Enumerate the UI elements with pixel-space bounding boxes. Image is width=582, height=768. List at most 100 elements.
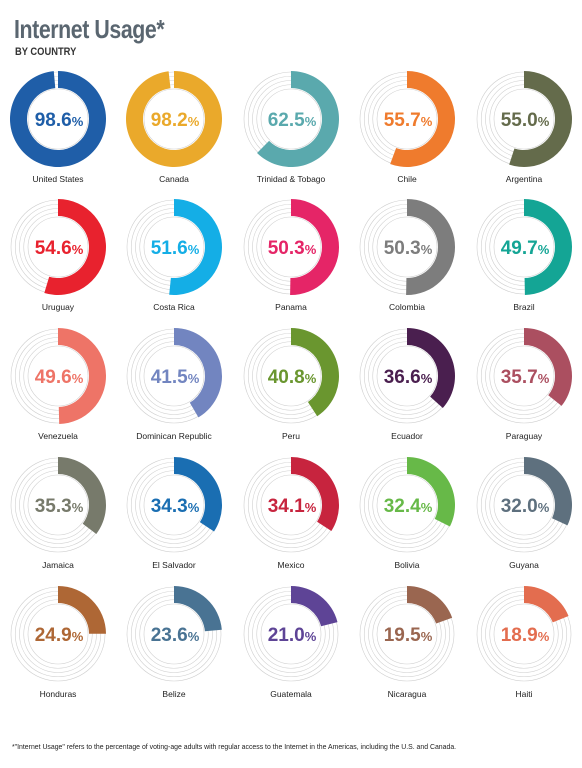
- donut-el-salvador: 34.3% El Salvador: [119, 456, 229, 576]
- country-label: Mexico: [277, 560, 305, 570]
- page-title: Internet Usage*: [14, 14, 165, 44]
- donut-svg: 41.5%: [126, 328, 222, 424]
- country-label: Colombia: [389, 302, 425, 312]
- country-label: Guatemala: [270, 689, 312, 699]
- donut-peru: 40.8% Peru: [236, 327, 346, 447]
- donut-svg: 35.7%: [476, 328, 572, 424]
- donut-dominican-republic: 41.5% Dominican Republic: [119, 327, 229, 447]
- donut-honduras: 24.9% Honduras: [3, 585, 113, 705]
- guide-ring: [376, 603, 438, 665]
- value-arc: [257, 71, 339, 167]
- value-arc: [407, 586, 453, 624]
- country-label: Canada: [159, 174, 189, 184]
- guide-ring: [376, 345, 438, 407]
- guide-ring: [376, 88, 438, 150]
- guide-ring: [27, 603, 89, 665]
- donut-svg: 55.7%: [359, 71, 456, 167]
- donut-canada: 98.2% Canada: [119, 70, 229, 190]
- guide-ring: [27, 216, 89, 278]
- page-subtitle: BY COUNTRY: [15, 46, 77, 58]
- guide-ring: [376, 216, 438, 278]
- guide-ring: [376, 474, 438, 536]
- donut-guyana: 32.0% Guyana: [469, 456, 579, 576]
- donut-svg: 50.3%: [359, 199, 456, 295]
- value-label: 35.3%: [35, 496, 84, 517]
- guide-ring: [143, 88, 205, 150]
- donut-united-states: 98.6% United States: [3, 70, 113, 190]
- donut-jamaica: 35.3% Jamaica: [3, 456, 113, 576]
- value-label: 49.7%: [501, 238, 550, 259]
- guide-ring: [493, 474, 555, 536]
- value-arc: [509, 71, 572, 167]
- value-label: 19.5%: [384, 625, 433, 646]
- guide-ring: [493, 216, 555, 278]
- value-label: 32.4%: [384, 496, 433, 517]
- value-label: 50.3%: [268, 238, 317, 259]
- guide-ring: [260, 216, 322, 278]
- donut-chile: 55.7% Chile: [352, 70, 462, 190]
- donut-uruguay: 54.6% Uruguay: [3, 198, 113, 318]
- donut-svg: 32.0%: [476, 457, 572, 553]
- donut-nicaragua: 19.5% Nicaragua: [352, 585, 462, 705]
- guide-ring: [27, 88, 89, 150]
- donut-paraguay: 35.7% Paraguay: [469, 327, 579, 447]
- donut-svg: 34.3%: [126, 457, 222, 553]
- country-label: Nicaragua: [387, 689, 427, 699]
- value-label: 23.6%: [151, 625, 200, 646]
- donut-ecuador: 36.6% Ecuador: [352, 327, 462, 447]
- value-arc: [169, 199, 222, 295]
- country-label: Ecuador: [391, 431, 423, 441]
- value-arc: [291, 457, 339, 531]
- donut-svg: 49.6%: [10, 328, 106, 424]
- country-label: Jamaica: [42, 560, 74, 570]
- donut-svg: 21.0%: [243, 586, 339, 682]
- guide-ring: [27, 474, 89, 536]
- donut-chart-grid: 98.6% United States 98.2% Canada 62.5% Trinid…: [3, 70, 579, 705]
- guide-ring: [493, 88, 555, 150]
- country-label: Costa Rica: [153, 302, 195, 312]
- country-label: Bolivia: [394, 560, 420, 570]
- country-label: Argentina: [505, 174, 543, 184]
- guide-ring: [143, 603, 205, 665]
- value-arc: [524, 457, 572, 526]
- guide-ring: [260, 603, 322, 665]
- footnote: *"Internet Usage" refers to the percenta…: [12, 742, 457, 751]
- country-label: Haiti: [515, 689, 533, 699]
- value-label: 49.6%: [35, 367, 84, 388]
- value-label: 32.0%: [501, 496, 550, 517]
- donut-argentina: 55.0% Argentina: [469, 70, 579, 190]
- guide-ring: [260, 88, 322, 150]
- donut-svg: 19.5%: [359, 586, 455, 682]
- donut-svg: 62.5%: [243, 71, 339, 167]
- value-arc: [10, 71, 107, 167]
- value-arc: [174, 457, 222, 532]
- value-label: 24.9%: [35, 625, 84, 646]
- value-label: 34.3%: [151, 496, 200, 517]
- donut-svg: 54.6%: [10, 199, 106, 295]
- donut-svg: 49.7%: [476, 199, 572, 295]
- country-label: Trinidad & Tobago: [256, 174, 326, 184]
- value-arc: [407, 457, 455, 527]
- value-label: 36.6%: [384, 367, 433, 388]
- value-label: 35.7%: [501, 367, 550, 388]
- donut-mexico: 34.1% Mexico: [236, 456, 346, 576]
- value-arc: [290, 199, 340, 295]
- guide-ring: [27, 345, 89, 407]
- donut-belize: 23.6% Belize: [119, 585, 229, 705]
- value-arc: [58, 457, 107, 534]
- value-arc: [174, 328, 222, 418]
- donut-svg: 24.9%: [10, 586, 106, 682]
- value-arc: [406, 199, 456, 295]
- country-label: Brazil: [513, 302, 535, 312]
- donut-svg: 40.8%: [243, 328, 339, 424]
- country-label: Panama: [275, 302, 307, 312]
- value-label: 18.9%: [501, 625, 550, 646]
- donut-panama: 50.3% Panama: [236, 198, 346, 318]
- guide-ring: [260, 474, 322, 536]
- donut-brazil: 49.7% Brazil: [469, 198, 579, 318]
- value-arc: [524, 586, 569, 623]
- country-label: El Salvador: [152, 560, 196, 570]
- value-label: 41.5%: [151, 367, 200, 388]
- donut-colombia: 50.3% Colombia: [352, 198, 462, 318]
- value-label: 54.6%: [35, 238, 84, 259]
